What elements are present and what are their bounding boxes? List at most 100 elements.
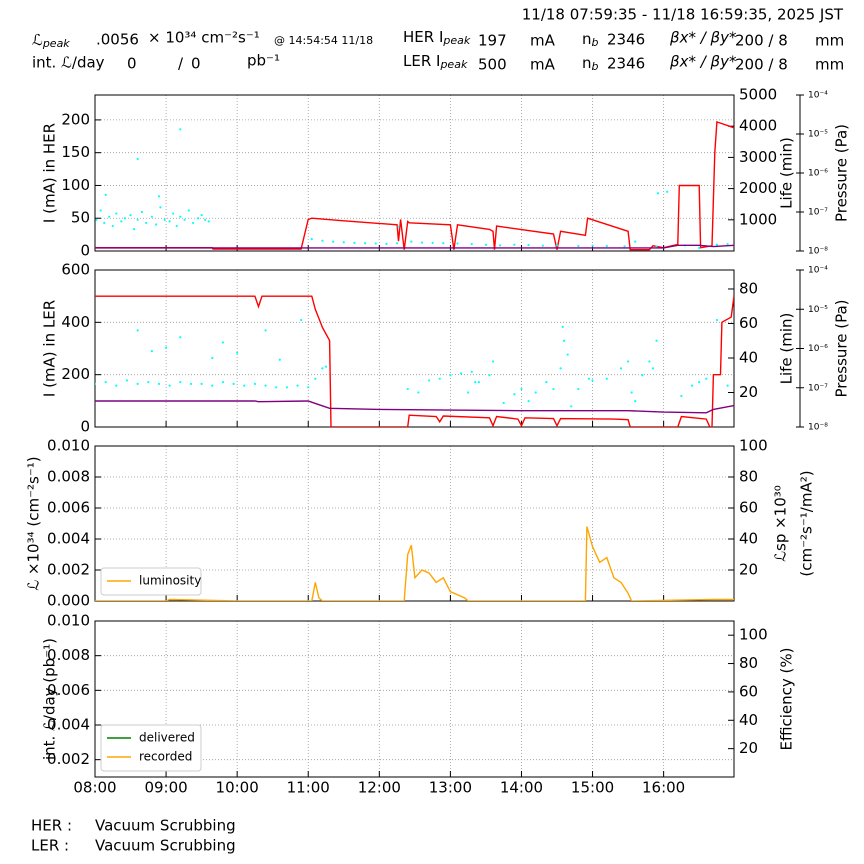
y-tick-label: 400 [61,313,90,331]
life-point [690,384,694,387]
life-point [175,224,178,228]
life-point [285,386,289,389]
y2-tick-label: 60 [739,499,758,517]
life-point [520,387,523,391]
y2-tick-label: 100 [739,437,768,455]
life-point [115,384,118,387]
header: 11/18 07:59:35 - 11/18 16:59:35, 2025 JS… [32,6,844,74]
life-point [243,384,246,387]
lum-peak-time: @ 14:54:54 11/18 [274,34,373,47]
x-tick-label: 15:00 [571,779,614,797]
y3-tick-label: 10⁻⁶ [808,169,828,179]
life-point [623,245,626,248]
plot-frame [94,269,735,428]
legend-box [100,567,202,596]
y-tick-label: 50 [71,209,90,227]
y-tick-label: 600 [61,261,90,279]
life-point [491,360,495,363]
y2-axis-label: Life (min) [778,137,796,209]
sub: b [592,36,599,49]
life-point [120,220,123,223]
life-point [374,242,377,245]
life-point [321,239,324,242]
life-point [179,336,182,339]
life-point [183,218,186,221]
life-point [168,384,171,387]
panel: 08:00 09:00 10:00 11:00 12:00 13:00 14:00 15:00… [41,612,796,797]
life-point [513,243,516,246]
plot-frame [94,445,735,602]
life-point [499,244,502,247]
y2-tick-label: 80 [739,279,758,297]
life-point [655,339,658,342]
panel: 0 50 100 150 200 1000 2000 3000 4000 5000 10⁻⁸ 10⁻⁷… [41,86,851,260]
y-tick-label: 0.010 [47,612,90,630]
her-nb: 2346 [607,31,645,49]
y-tick-label: 0.000 [47,592,90,610]
life-point [104,193,107,196]
life-point [715,243,719,246]
y-tick-label: 0.010 [47,437,90,455]
life-point [605,244,608,248]
y3-tick-label: 10⁻⁷ [808,383,828,393]
y-tick-label: 0.006 [47,499,90,517]
life-point [552,387,555,391]
life-point [385,242,388,245]
life-point [324,365,328,368]
her-nb-label: nb [582,30,599,50]
life-point [619,367,623,370]
y3-axis-label: Pressure (Pa) [833,299,851,397]
life-point [726,384,729,387]
y2-tick-label: 60 [739,682,758,700]
life-point [591,379,594,382]
her-header: HER Ipeak 197 mA nb 2346 βx* / βy* 200 /… [403,28,844,50]
life-point [150,349,153,353]
life-point [534,391,537,394]
life-point [456,242,459,245]
ler-unit: mA [530,56,556,74]
life-point [634,400,637,403]
life-point [115,212,118,215]
y-tick-label: 0.008 [47,646,90,664]
life-point [196,217,200,220]
life-point [136,218,139,221]
sub: b [592,60,599,73]
life-point [626,360,630,363]
life-point [397,225,400,228]
life-point [172,212,175,215]
life-point [427,379,431,382]
life-point [111,224,114,228]
y-tick-label: 150 [61,143,90,161]
life-point [221,381,225,384]
y-axis-label: int. ℒ/day (pb⁻¹) [41,638,59,760]
plot-frame [94,620,735,778]
her-beta-unit: mm [815,32,844,50]
life-point [656,192,660,195]
y2-tick-label: 20 [739,561,758,579]
life-point [651,367,655,370]
y3-tick-label: 10⁻⁸ [808,423,828,433]
life-point [132,228,136,231]
series-layer [95,526,734,601]
life-point [103,221,106,225]
life-point [442,242,445,245]
y-axis-label: I (mA) in HER [41,123,59,223]
int-lum-delivered: 0 [127,55,137,73]
life-point [163,218,166,221]
legend-box [100,724,202,772]
y2-axis-label: Life (min) [778,313,796,385]
y3-tick-label: 10⁻⁸ [808,247,828,257]
label: n [582,30,592,48]
life-point [296,384,299,387]
series-line [95,120,734,251]
life-point [307,386,310,389]
ler-current: 500 [478,56,507,74]
y3-tick-label: 10⁻⁴ [808,91,828,101]
life-point [140,210,144,214]
legend-label: luminosity [139,574,201,588]
int-lum-unit: pb⁻¹ [247,52,280,70]
life-point [527,243,530,247]
life-point [410,240,413,243]
plot-frame [94,94,735,252]
